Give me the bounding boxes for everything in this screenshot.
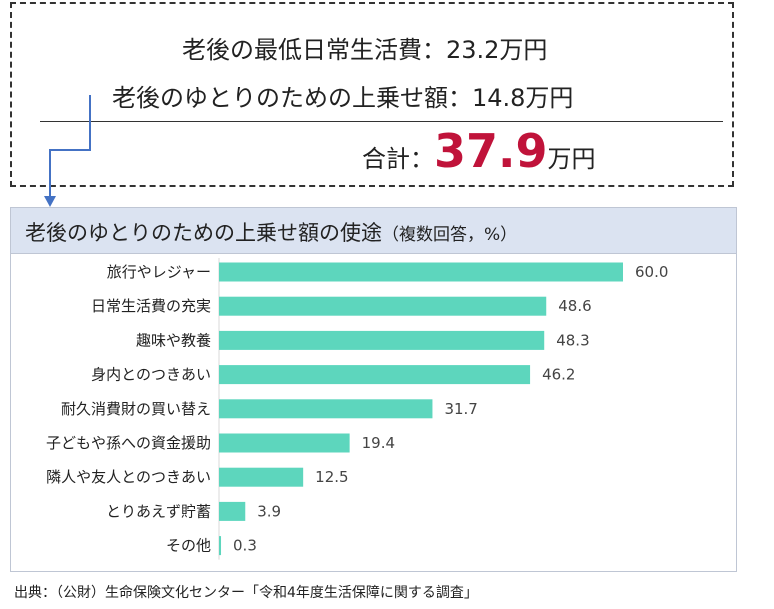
summary-box: 老後の最低日常生活費：23.2万円 老後のゆとりのための上乗せ額：14.8万円 … (10, 2, 734, 187)
value-label: 48.3 (556, 331, 589, 349)
category-label: 日常生活費の充実 (91, 297, 211, 315)
value-label: 12.5 (315, 468, 348, 486)
value-label: 0.3 (233, 537, 257, 555)
chart-title-main: 老後のゆとりのための上乗せ額の使途 (25, 221, 382, 245)
bar (219, 433, 350, 453)
value-label: 60.0 (635, 263, 668, 281)
chart-panel: 老後のゆとりのための上乗せ額の使途（複数回答，%） 旅行やレジャー 60.0 日常生… (10, 207, 737, 572)
category-label: 耐久消費財の買い替え (61, 400, 211, 418)
bar (219, 399, 433, 419)
bar (219, 536, 222, 556)
bar (219, 330, 545, 350)
total-value: 37.9 (434, 124, 548, 178)
bar (219, 501, 246, 521)
category-label: 子どもや孫への資金援助 (46, 434, 211, 452)
category-label: 趣味や教養 (136, 331, 211, 349)
extra-comfort-cost-text: 老後のゆとりのための上乗せ額：14.8万円 (112, 84, 574, 112)
value-label: 48.6 (558, 297, 591, 315)
category-label: 身内とのつきあい (91, 366, 211, 384)
bar (219, 467, 304, 487)
chart-title-subtitle: （複数回答，%） (382, 225, 518, 245)
value-label: 3.9 (257, 502, 281, 520)
category-label: 旅行やレジャー (107, 263, 211, 281)
bar (219, 365, 531, 385)
total-unit: 万円 (547, 145, 596, 173)
category-label: とりあえず貯蓄 (106, 502, 211, 520)
bar (219, 262, 623, 282)
source-note: 出典：（公財）生命保険文化センター「令和4年度生活保障に関する調査」 (14, 585, 478, 601)
value-label: 46.2 (542, 366, 575, 384)
connector-arrowhead (44, 196, 56, 207)
bar (219, 296, 547, 316)
category-label: その他 (166, 537, 211, 555)
total-row: 合計：37.9万円 (362, 124, 596, 178)
chart-header: 老後のゆとりのための上乗せ額の使途（複数回答，%） (11, 208, 736, 254)
category-label: 隣人や友人とのつきあい (46, 468, 211, 486)
total-label: 合計： (362, 145, 434, 173)
bar-chart: 旅行やレジャー 60.0 日常生活費の充実 48.6 趣味や教養 48.3 身内とのつきあい… (46, 258, 668, 560)
summary-divider (40, 121, 723, 122)
value-label: 31.7 (444, 400, 477, 418)
minimum-living-cost-text: 老後の最低日常生活費：23.2万円 (182, 36, 548, 64)
value-label: 19.4 (362, 434, 395, 452)
chart-title: 老後のゆとりのための上乗せ額の使途（複数回答，%） (25, 217, 517, 247)
